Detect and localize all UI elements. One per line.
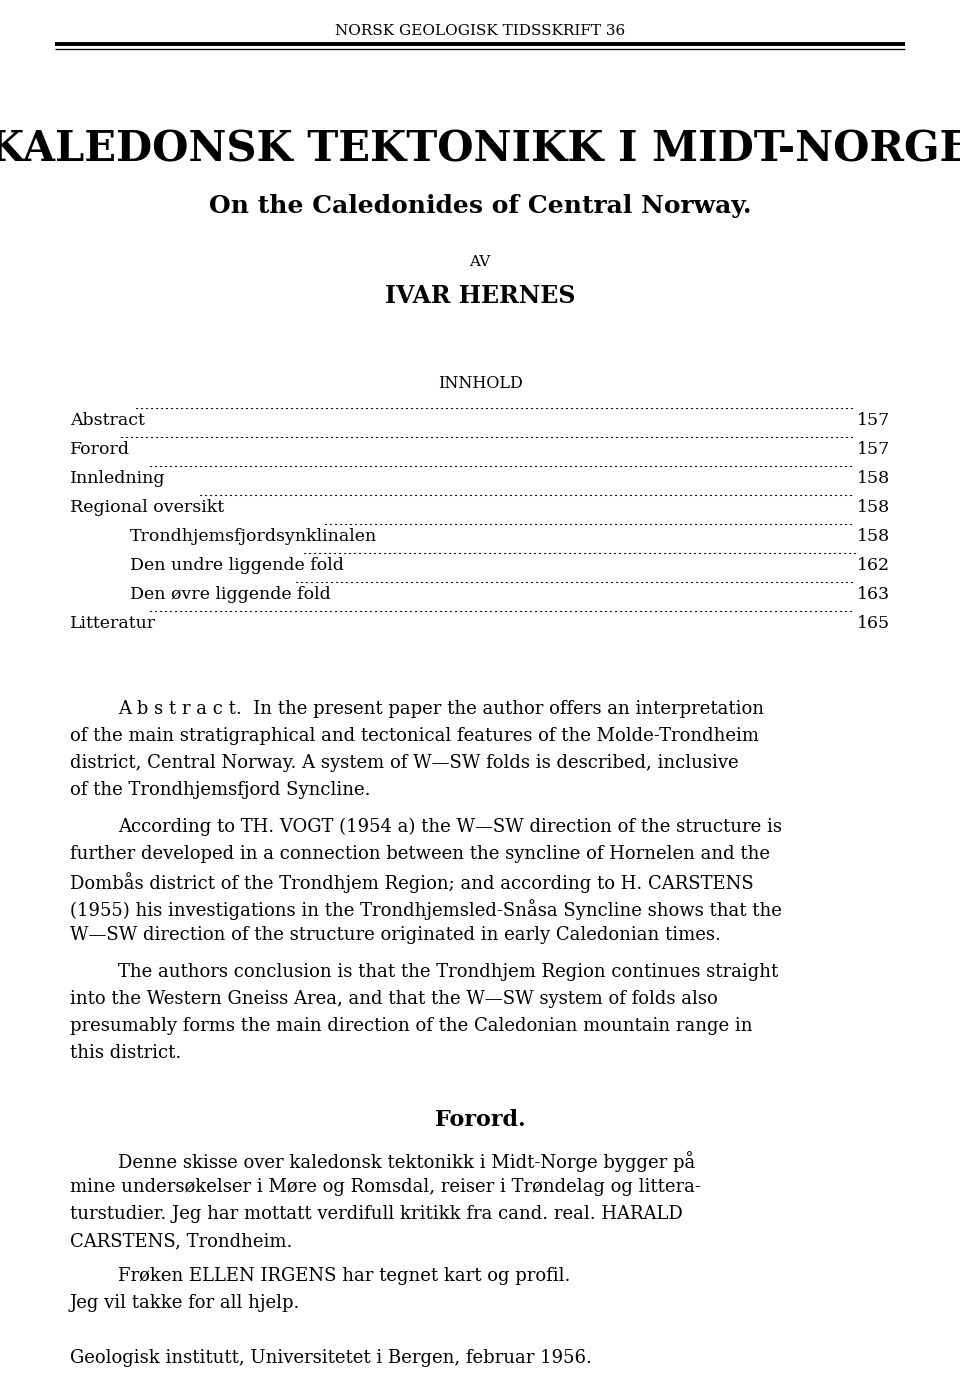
- Text: W—SW direction of the structure originated in early Caledonian times.: W—SW direction of the structure originat…: [70, 925, 721, 944]
- Text: A b s t r a c t.  In the present paper the author offers an interpretation: A b s t r a c t. In the present paper th…: [118, 700, 764, 719]
- Text: According to TH. VOGT (1954 a) the W—SW direction of the structure is: According to TH. VOGT (1954 a) the W—SW …: [118, 818, 782, 836]
- Text: The authors conclusion is that the Trondhjem Region continues straight: The authors conclusion is that the Trond…: [118, 963, 779, 981]
- Text: 158: 158: [857, 528, 890, 545]
- Text: 163: 163: [857, 586, 890, 603]
- Text: Den øvre liggende fold: Den øvre liggende fold: [130, 586, 331, 603]
- Text: turstudier. Jeg har mottatt verdifull kritikk fra cand. real. HARALD: turstudier. Jeg har mottatt verdifull kr…: [70, 1205, 683, 1223]
- Text: AV: AV: [469, 254, 491, 268]
- Text: CARSTENS, Trondheim.: CARSTENS, Trondheim.: [70, 1232, 293, 1250]
- Text: Regional oversikt: Regional oversikt: [70, 499, 224, 516]
- Text: Trondhjemsfjordsynklinalen: Trondhjemsfjordsynklinalen: [130, 528, 377, 545]
- Text: presumably forms the main direction of the Caledonian mountain range in: presumably forms the main direction of t…: [70, 1016, 753, 1035]
- Text: further developed in a connection between the syncline of Hornelen and the: further developed in a connection betwee…: [70, 844, 770, 863]
- Text: this district.: this district.: [70, 1044, 181, 1062]
- Text: Abstract: Abstract: [70, 412, 145, 429]
- Text: 157: 157: [856, 412, 890, 429]
- Text: Jeg vil takke for all hjelp.: Jeg vil takke for all hjelp.: [70, 1295, 300, 1311]
- Text: Den undre liggende fold: Den undre liggende fold: [130, 556, 344, 575]
- Text: Denne skisse over kaledonsk tektonikk i Midt-Norge bygger på: Denne skisse over kaledonsk tektonikk i …: [118, 1151, 695, 1172]
- Text: INNHOLD: INNHOLD: [438, 375, 522, 391]
- Text: Innledning: Innledning: [70, 470, 165, 487]
- Text: 162: 162: [857, 556, 890, 575]
- Text: of the Trondhjemsfjord Syncline.: of the Trondhjemsfjord Syncline.: [70, 781, 371, 800]
- Text: mine undersøkelser i Møre og Romsdal, reiser i Trøndelag og littera-: mine undersøkelser i Møre og Romsdal, re…: [70, 1179, 701, 1197]
- Text: of the main stratigraphical and tectonical features of the Molde-Trondheim: of the main stratigraphical and tectonic…: [70, 727, 759, 745]
- Text: IVAR HERNES: IVAR HERNES: [385, 284, 575, 308]
- Text: (1955) his investigations in the Trondhjemsled-Snåsa Syncline shows that the: (1955) his investigations in the Trondhj…: [70, 899, 781, 920]
- Text: 165: 165: [857, 615, 890, 632]
- Text: Forord.: Forord.: [435, 1109, 525, 1131]
- Text: Dombås district of the Trondhjem Region; and according to H. CARSTENS: Dombås district of the Trondhjem Region;…: [70, 872, 754, 893]
- Text: into the Western Gneiss Area, and that the W—SW system of folds also: into the Western Gneiss Area, and that t…: [70, 990, 718, 1008]
- Text: Litteratur: Litteratur: [70, 615, 156, 632]
- Text: 158: 158: [857, 470, 890, 487]
- Text: On the Caledonides of Central Norway.: On the Caledonides of Central Norway.: [208, 194, 752, 218]
- Text: Forord: Forord: [70, 440, 130, 459]
- Text: 158: 158: [857, 499, 890, 516]
- Text: KALEDONSK TEKTONIKK I MIDT-NORGE: KALEDONSK TEKTONIKK I MIDT-NORGE: [0, 129, 960, 171]
- Text: 157: 157: [856, 440, 890, 459]
- Text: Frøken ELLEN IRGENS har tegnet kart og profil.: Frøken ELLEN IRGENS har tegnet kart og p…: [118, 1267, 570, 1285]
- Text: district, Central Norway. A system of W—SW folds is described, inclusive: district, Central Norway. A system of W—…: [70, 754, 738, 772]
- Text: NORSK GEOLOGISK TIDSSKRIFT 36: NORSK GEOLOGISK TIDSSKRIFT 36: [335, 24, 625, 38]
- Text: Geologisk institutt, Universitetet i Bergen, februar 1956.: Geologisk institutt, Universitetet i Ber…: [70, 1349, 592, 1367]
